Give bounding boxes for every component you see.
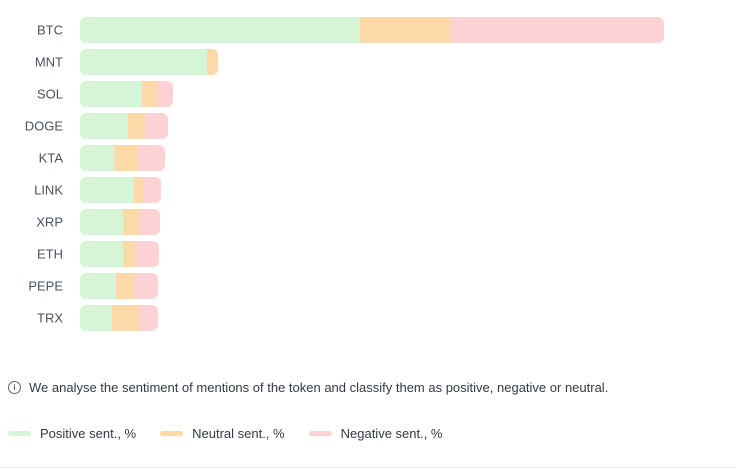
bar-segment-btc-positive[interactable] (80, 17, 360, 43)
bar-segment-doge-neutral[interactable] (128, 113, 145, 139)
bar-group-btc[interactable] (80, 17, 664, 43)
bar-segment-link-negative[interactable] (143, 177, 161, 203)
bar-segment-btc-negative[interactable] (451, 17, 664, 43)
legend-swatch-neutral (160, 431, 184, 436)
bar-segment-xrp-neutral[interactable] (123, 209, 140, 235)
bar-segment-mnt-neutral[interactable] (207, 49, 218, 75)
token-label-trx: TRX (37, 311, 63, 326)
legend-swatch-negative (308, 431, 332, 436)
token-label-btc: BTC (37, 23, 63, 38)
bar-segment-doge-negative[interactable] (145, 113, 168, 139)
bar-segment-pepe-positive[interactable] (80, 273, 116, 299)
bar-group-pepe[interactable] (80, 273, 158, 299)
token-label-sol: SOL (37, 87, 63, 102)
bar-segment-eth-positive[interactable] (80, 241, 123, 267)
legend-item-negative[interactable]: Negative sent., % (308, 426, 443, 441)
bar-segment-doge-positive[interactable] (80, 113, 128, 139)
chart-legend: Positive sent., % Neutral sent., % Negat… (8, 426, 467, 441)
bar-segment-sol-negative[interactable] (157, 81, 173, 107)
bar-segment-eth-negative[interactable] (135, 241, 159, 267)
info-note: i We analyse the sentiment of mentions o… (8, 380, 608, 395)
bar-group-mnt[interactable] (80, 49, 218, 75)
bar-segment-mnt-positive[interactable] (80, 49, 207, 75)
legend-label-negative: Negative sent., % (340, 426, 443, 441)
info-text: We analyse the sentiment of mentions of … (29, 380, 609, 395)
legend-item-positive[interactable]: Positive sent., % (8, 426, 136, 441)
legend-label-positive: Positive sent., % (40, 426, 137, 441)
token-label-kta: KTA (39, 151, 64, 166)
bar-segment-trx-negative[interactable] (140, 305, 158, 331)
bar-group-link[interactable] (80, 177, 161, 203)
bar-segment-kta-positive[interactable] (80, 145, 114, 171)
bar-group-sol[interactable] (80, 81, 173, 107)
token-label-mnt: MNT (35, 55, 63, 70)
bar-segment-xrp-positive[interactable] (80, 209, 123, 235)
bar-group-trx[interactable] (80, 305, 158, 331)
token-label-pepe: PEPE (28, 279, 63, 294)
bar-segment-pepe-negative[interactable] (134, 273, 158, 299)
legend-label-neutral: Neutral sent., % (192, 426, 285, 441)
bar-group-xrp[interactable] (80, 209, 160, 235)
token-label-link: LINK (34, 183, 63, 198)
bar-segment-trx-positive[interactable] (80, 305, 112, 331)
bar-segment-sol-neutral[interactable] (142, 81, 157, 107)
bar-segment-pepe-neutral[interactable] (116, 273, 134, 299)
bar-group-eth[interactable] (80, 241, 159, 267)
token-label-eth: ETH (37, 247, 63, 262)
bar-segment-btc-neutral[interactable] (360, 17, 451, 43)
bar-segment-sol-positive[interactable] (80, 81, 142, 107)
bar-segment-kta-negative[interactable] (138, 145, 165, 171)
info-icon: i (8, 381, 21, 394)
token-label-doge: DOGE (25, 119, 64, 134)
bar-segment-kta-neutral[interactable] (114, 145, 138, 171)
bar-group-doge[interactable] (80, 113, 168, 139)
token-label-xrp: XRP (36, 215, 63, 230)
bar-segment-trx-neutral[interactable] (112, 305, 140, 331)
bar-segment-xrp-negative[interactable] (140, 209, 160, 235)
legend-swatch-positive (8, 431, 31, 436)
bottom-divider (0, 467, 736, 468)
bar-segment-link-positive[interactable] (80, 177, 134, 203)
bar-group-kta[interactable] (80, 145, 165, 171)
sentiment-bar-chart: BTC MNT SOL DOGE KTA LINK XRP ETH PEPE TRX (25, 17, 664, 331)
bar-segment-link-neutral[interactable] (134, 177, 143, 203)
bar-segment-eth-neutral[interactable] (123, 241, 135, 267)
legend-item-neutral[interactable]: Neutral sent., % (160, 426, 285, 441)
